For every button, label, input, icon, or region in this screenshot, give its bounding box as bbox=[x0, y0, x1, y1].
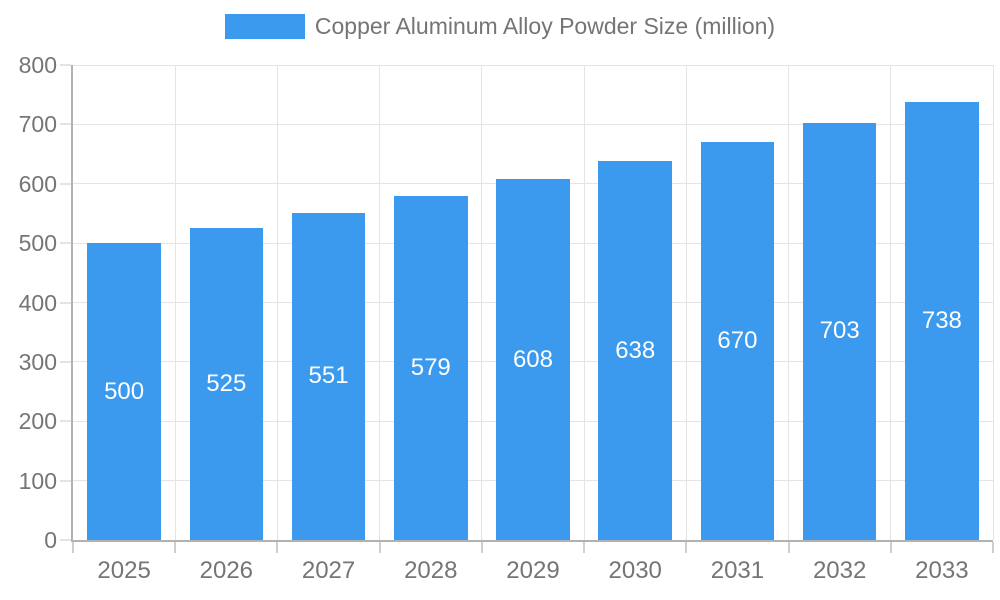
x-axis-tick bbox=[378, 542, 381, 553]
bar-value-label: 638 bbox=[615, 336, 656, 364]
y-axis-tick bbox=[60, 539, 71, 541]
v-gridline bbox=[276, 65, 278, 540]
bar[interactable]: 703 bbox=[802, 122, 877, 540]
y-axis-tick bbox=[60, 301, 71, 304]
x-axis-tick-label: 2032 bbox=[812, 557, 867, 584]
legend-item[interactable]: Copper Aluminum Alloy Powder Size (milli… bbox=[224, 13, 776, 40]
y-axis-tick bbox=[60, 182, 71, 185]
y-axis-tick-label: 600 bbox=[18, 170, 57, 197]
y-axis-tick-label: 400 bbox=[18, 289, 57, 316]
x-axis-tick bbox=[787, 542, 790, 553]
bar[interactable]: 638 bbox=[598, 161, 673, 540]
x-axis-tick bbox=[685, 542, 688, 553]
bar[interactable]: 579 bbox=[393, 196, 468, 540]
y-axis-tick bbox=[60, 360, 71, 363]
bar-value-label: 551 bbox=[308, 362, 349, 390]
y-axis-tick-label: 300 bbox=[18, 348, 57, 375]
x-axis-tick-label: 2026 bbox=[199, 557, 254, 584]
x-axis-tick bbox=[480, 542, 483, 553]
x-axis-tick bbox=[276, 542, 279, 553]
bar-value-label: 670 bbox=[717, 327, 758, 355]
y-axis-tick bbox=[60, 479, 71, 482]
v-gridline bbox=[379, 65, 381, 540]
bar[interactable]: 500 bbox=[87, 243, 161, 540]
x-axis-tick-label: 2028 bbox=[404, 557, 458, 584]
bar-value-label: 608 bbox=[512, 345, 553, 373]
bar[interactable]: 608 bbox=[496, 179, 570, 540]
bar[interactable]: 738 bbox=[905, 101, 979, 540]
x-axis-tick bbox=[889, 542, 892, 553]
y-axis-tick-label: 200 bbox=[18, 408, 57, 435]
x-axis-tick-label: 2029 bbox=[506, 557, 560, 584]
h-gridline bbox=[73, 64, 993, 66]
y-axis-tick bbox=[60, 64, 71, 66]
x-axis-tick bbox=[992, 542, 994, 553]
x-axis-tick-label: 2030 bbox=[608, 557, 662, 584]
x-axis-tick-label: 2031 bbox=[710, 557, 765, 584]
x-axis-tick-label: 2033 bbox=[915, 557, 969, 584]
y-axis-tick bbox=[60, 420, 71, 423]
y-axis-tick bbox=[60, 242, 71, 245]
x-axis-tick-label: 2025 bbox=[97, 557, 151, 584]
y-axis-tick-label: 100 bbox=[18, 467, 57, 494]
y-axis-tick-label: 500 bbox=[18, 230, 57, 257]
y-axis-line bbox=[71, 65, 73, 542]
bar-value-label: 500 bbox=[104, 377, 145, 405]
v-gridline bbox=[890, 65, 892, 540]
v-gridline bbox=[583, 65, 585, 540]
v-gridline bbox=[992, 65, 994, 540]
plot-area: 0 100 200 300 400 500 600 700 800 500 2025 525 2026 5… bbox=[19, 52, 994, 584]
bar-value-label: 579 bbox=[410, 354, 451, 382]
v-gridline bbox=[481, 65, 483, 540]
bar[interactable]: 551 bbox=[291, 212, 366, 540]
legend: Copper Aluminum Alloy Powder Size (milli… bbox=[0, 13, 1000, 40]
x-axis-line bbox=[71, 540, 993, 542]
bar-value-label: 738 bbox=[921, 306, 962, 334]
x-axis-tick bbox=[72, 542, 74, 553]
bar[interactable]: 670 bbox=[700, 142, 775, 540]
v-gridline bbox=[174, 65, 176, 540]
bar-value-label: 703 bbox=[819, 317, 860, 345]
y-axis-tick-label: 800 bbox=[18, 52, 57, 78]
v-gridline bbox=[685, 65, 687, 540]
bar-value-label: 525 bbox=[206, 370, 247, 398]
v-gridline bbox=[788, 65, 790, 540]
legend-label: Copper Aluminum Alloy Powder Size (milli… bbox=[314, 13, 776, 39]
y-axis-tick-label: 0 bbox=[44, 527, 57, 553]
x-axis-tick bbox=[583, 542, 586, 553]
h-gridline bbox=[73, 123, 993, 125]
x-axis-tick-label: 2027 bbox=[301, 557, 356, 584]
y-axis-tick-label: 700 bbox=[18, 111, 57, 138]
bar[interactable]: 525 bbox=[189, 228, 264, 540]
y-axis-tick bbox=[60, 123, 71, 126]
x-axis-tick bbox=[174, 542, 177, 553]
legend-swatch bbox=[224, 14, 305, 39]
